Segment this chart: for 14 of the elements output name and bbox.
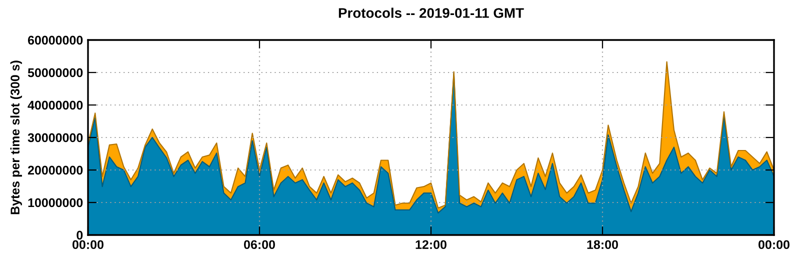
- y-tick-label: 0: [76, 230, 83, 240]
- y-tick-label: 30000000: [28, 133, 83, 142]
- y-tick-label: 60000000: [28, 36, 83, 45]
- y-tick-label: 10000000: [28, 198, 83, 208]
- x-tick-label: 18:00: [587, 240, 618, 250]
- x-tick-label: 00:00: [758, 240, 790, 250]
- y-tick-label: 40000000: [28, 100, 83, 110]
- x-tick-label: 06:00: [244, 240, 275, 250]
- y-tick-label: 50000000: [28, 68, 83, 78]
- x-tick-label: 00:00: [72, 240, 104, 250]
- chart-title: Protocols -- 2019-01-11 GMT: [338, 8, 524, 18]
- x-tick-label: 12:00: [416, 240, 446, 250]
- y-axis-title: Bytes per time slot (300 s): [10, 60, 22, 214]
- y-tick-label: 20000000: [28, 166, 83, 175]
